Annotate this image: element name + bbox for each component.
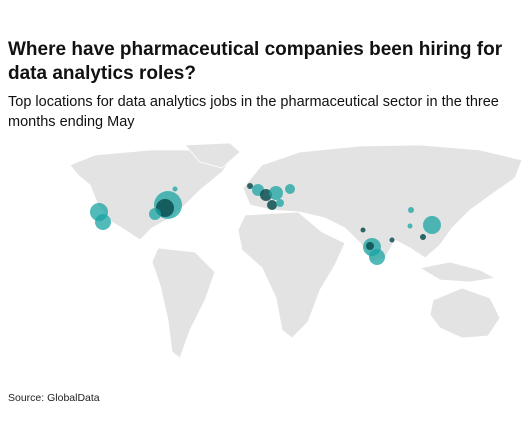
subtitle: Top locations for data analytics jobs in…: [8, 94, 499, 130]
bubble: [407, 223, 413, 229]
bubble: [247, 183, 253, 189]
indonesia: [418, 261, 497, 283]
bubble: [95, 214, 111, 230]
land: [69, 142, 523, 359]
bubble: [285, 184, 295, 194]
greenland: [184, 142, 241, 169]
hiring-bubbles: [90, 183, 441, 265]
bubble: [260, 189, 272, 201]
bubble: [420, 234, 426, 240]
bubble: [267, 200, 277, 210]
title: Where have pharmaceutical companies been…: [8, 39, 503, 84]
bubble: [366, 242, 374, 250]
bubble: [408, 207, 414, 213]
eurasia: [242, 144, 523, 263]
bubble: [389, 237, 395, 243]
australia: [429, 287, 501, 339]
bubble: [149, 208, 161, 220]
africa: [237, 211, 346, 339]
bubble: [172, 186, 178, 192]
bubble: [276, 199, 284, 207]
bubble: [369, 249, 385, 265]
south-america: [151, 247, 216, 359]
source: Source: GlobalData: [8, 392, 100, 404]
bubble: [360, 227, 366, 233]
world-map: [69, 142, 523, 359]
bubble: [423, 216, 441, 234]
bubble: [269, 186, 283, 200]
